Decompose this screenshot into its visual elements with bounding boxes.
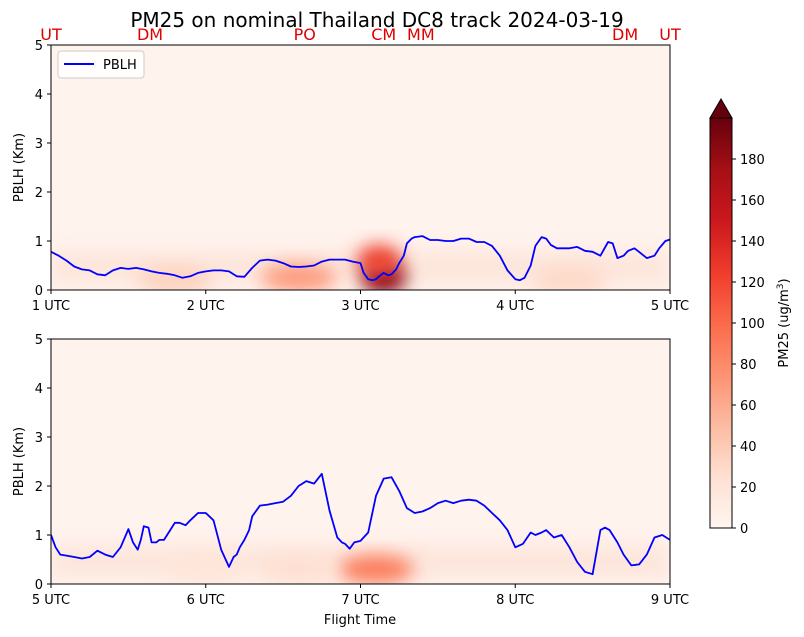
site-label: UT: [659, 25, 681, 44]
colorbar-tick-label: 120: [740, 276, 765, 291]
legend-box: [57, 50, 145, 79]
site-labels: UT DM PO CM MM DM UT: [40, 25, 681, 44]
x-axis-label: Flight Time: [324, 613, 396, 628]
y-tick-label: 2: [35, 480, 43, 495]
site-label: UT: [40, 25, 62, 44]
site-label: DM: [612, 25, 638, 44]
bottom-panel: 0 1 2 3 4 5 5 UTC 6 UTC 7 UTC 8 UTC 9 UTC PBLH (Km): [12, 333, 689, 608]
y-tick-label: 5: [35, 39, 43, 54]
colorbar: 0 20 40 60 80 100 120 140 160 180 PM25 (ug/m3): [709, 98, 792, 537]
pblh-line: [51, 235, 670, 282]
colorbar-fill: [709, 117, 733, 529]
y-tick-label: 0: [35, 284, 43, 299]
pm25-field: [51, 235, 670, 290]
y-tick-label: 1: [35, 529, 43, 544]
y-tick-label: 0: [35, 578, 43, 593]
pm25-hotspot: [357, 244, 402, 277]
pm25-field: [51, 472, 670, 584]
site-label: CM: [371, 25, 396, 44]
site-label: MM: [407, 25, 435, 44]
pm25-hotspot: [337, 555, 414, 584]
colorbar-tick-label: 180: [740, 153, 765, 168]
y-tick-label: 1: [35, 235, 43, 250]
y-tick-label: 4: [35, 382, 43, 397]
y-tick-label: 3: [35, 431, 43, 446]
site-label: PO: [294, 25, 316, 44]
colorbar-tick-label: 60: [740, 399, 757, 414]
top-panel: 0 1 2 3 4 5 1 UTC 2 UTC 3 UTC 4 UTC 5 UTC PBLH (Km)…: [12, 39, 689, 314]
pm25-hotspot: [531, 266, 608, 290]
pm25-hotspot: [260, 555, 337, 584]
x-tick-label: 1 UTC: [32, 299, 70, 314]
x-tick-label: 7 UTC: [341, 593, 379, 608]
x-tick-label: 6 UTC: [187, 593, 225, 608]
pm25-hotspot: [260, 263, 337, 290]
y-axis-label: PBLH (Km): [12, 133, 27, 202]
colorbar-tick-label: 160: [740, 194, 765, 209]
colorbar-tick-label: 80: [740, 358, 757, 373]
y-tick-label: 2: [35, 186, 43, 201]
y-tick-label: 4: [35, 88, 43, 103]
chart-title: PM25 on nominal Thailand DC8 track 2024-…: [130, 8, 623, 32]
colorbar-tick-label: 0: [740, 522, 748, 537]
colorbar-tick-label: 40: [740, 440, 757, 455]
x-tick-label: 5 UTC: [651, 299, 689, 314]
x-tick-label: 5 UTC: [32, 593, 70, 608]
colorbar-label: PM25 (ug/m3): [776, 278, 792, 367]
y-tick-label: 5: [35, 333, 43, 348]
x-tick-label: 2 UTC: [187, 299, 225, 314]
colorbar-tick-label: 100: [740, 317, 765, 332]
legend-entry: PBLH: [103, 58, 137, 73]
colorbar-ticks: 0 20 40 60 80 100 120 140 160 180: [732, 153, 765, 537]
pm25-hotspot: [167, 555, 244, 584]
colorbar-tick-label: 140: [740, 235, 765, 250]
x-tick-label: 3 UTC: [341, 299, 379, 314]
legend: PBLH: [57, 50, 145, 79]
x-tick-label: 9 UTC: [651, 593, 689, 608]
site-label: DM: [137, 25, 163, 44]
y-axis-label: PBLH (Km): [12, 427, 27, 496]
pblh-line: [51, 472, 670, 576]
colorbar-extend-arrow: [709, 98, 733, 119]
y-tick-label: 3: [35, 137, 43, 152]
colorbar-tick-label: 20: [740, 481, 757, 496]
x-tick-label: 8 UTC: [496, 593, 534, 608]
x-tick-label: 4 UTC: [496, 299, 534, 314]
